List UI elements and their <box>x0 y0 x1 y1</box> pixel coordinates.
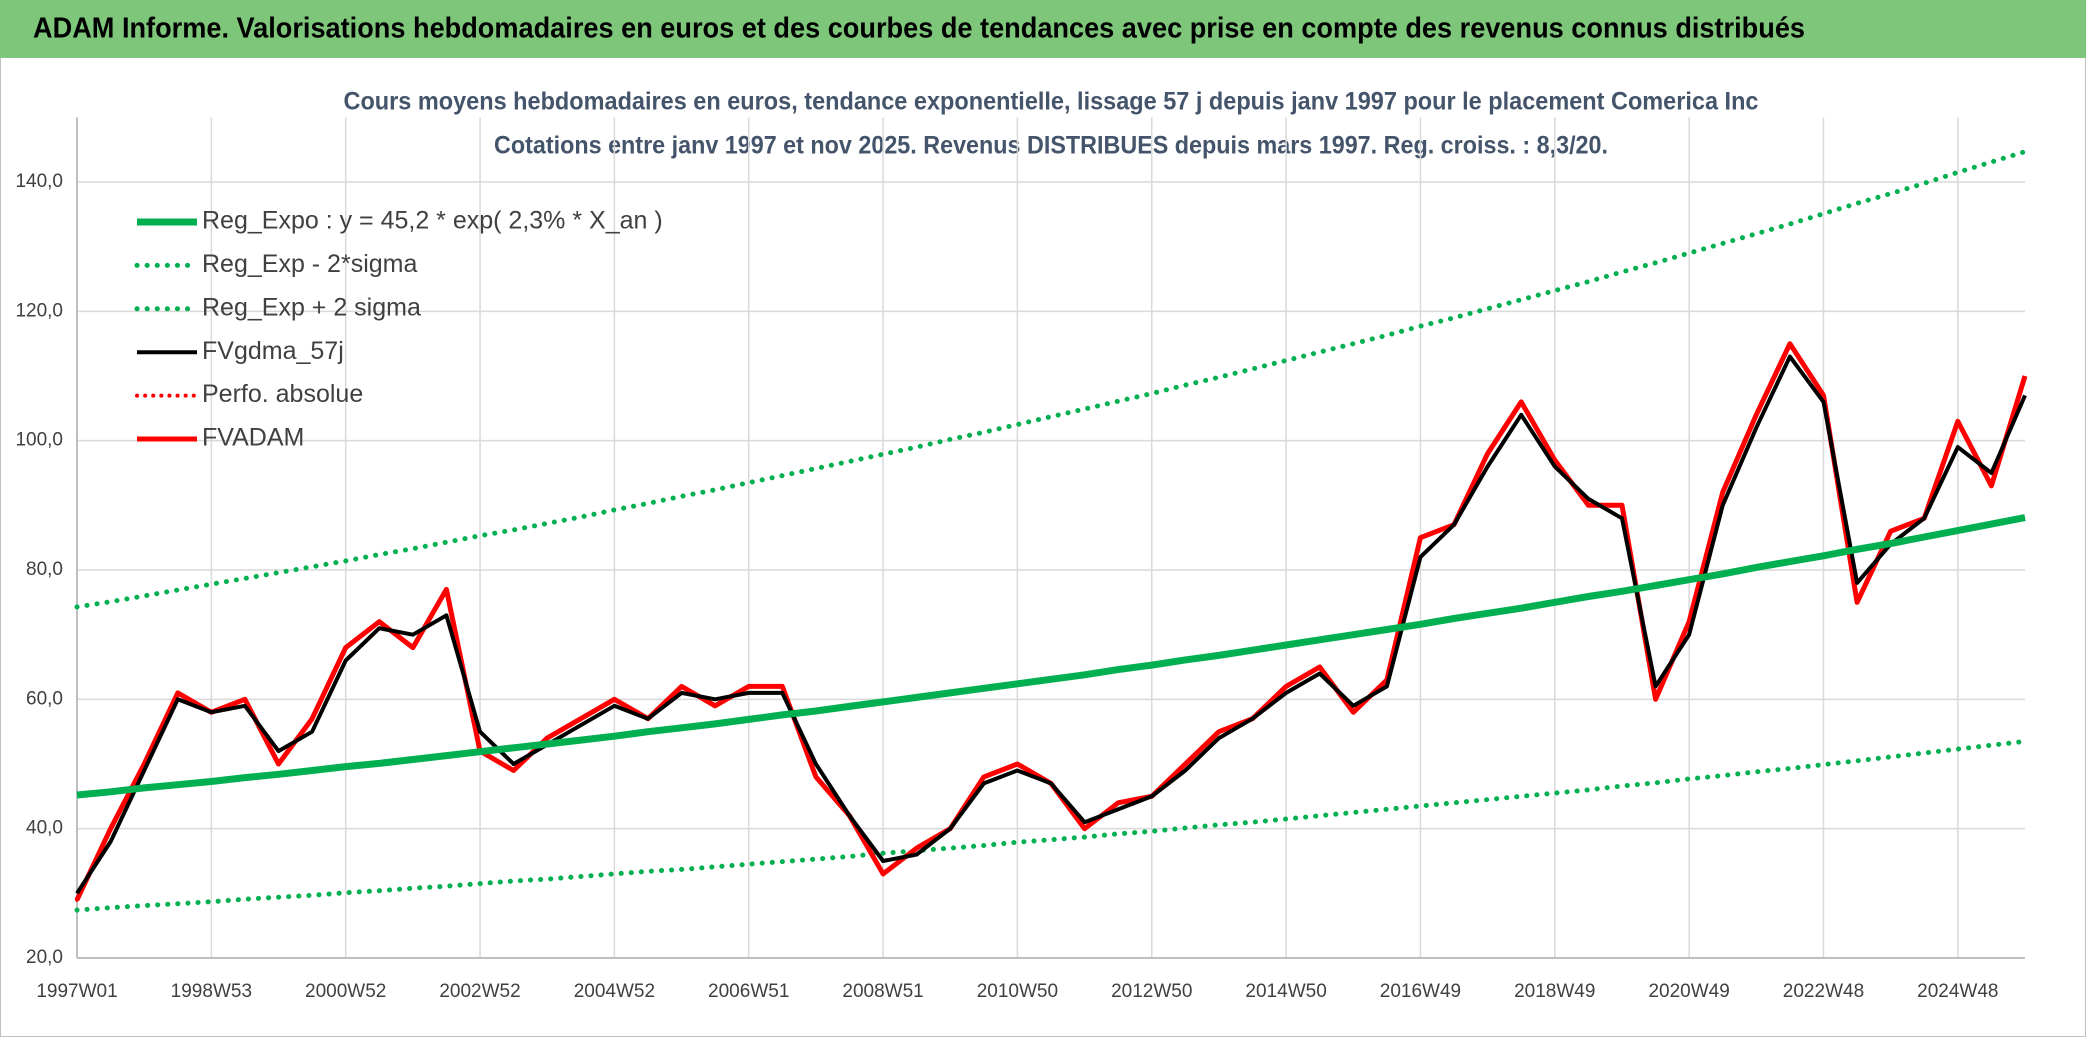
header-bar <box>0 0 2086 58</box>
x-tick-label: 2022W48 <box>1783 981 1864 1002</box>
series-line <box>74 738 2028 913</box>
legend-label: Reg_Expo : y = 45,2 * exp( 2,3% * X_an ) <box>202 207 663 235</box>
y-tick-label: 40,0 <box>26 818 63 839</box>
chart-subtitle: Cotations entre janv 1997 et nov 2025. R… <box>494 132 1608 160</box>
x-tick-label: 2010W50 <box>977 981 1058 1002</box>
y-tick-label: 60,0 <box>26 688 63 709</box>
x-tick-label: 2020W49 <box>1648 981 1729 1002</box>
x-tick-label: 2006W51 <box>708 981 789 1002</box>
y-tick-label: 140,0 <box>15 171 63 192</box>
x-tick-label: 2024W48 <box>1917 981 1998 1002</box>
x-tick-label: 2004W52 <box>574 981 655 1002</box>
header-title: ADAM Informe. Valorisations hebdomadaire… <box>33 13 1805 45</box>
x-tick-label: 2014W50 <box>1245 981 1326 1002</box>
legend-label: FVADAM <box>202 424 304 452</box>
x-tick-label: 2002W52 <box>439 981 520 1002</box>
legend-label: Perfo. absolue <box>202 380 363 408</box>
y-tick-label: 80,0 <box>26 559 63 580</box>
series-line <box>76 514 2026 799</box>
x-tick-label: 2018W49 <box>1514 981 1595 1002</box>
legend-label: FVgdma_57j <box>202 337 344 365</box>
y-tick-label: 20,0 <box>26 947 63 968</box>
x-tick-label: 2008W51 <box>842 981 923 1002</box>
x-tick-label: 2016W49 <box>1380 981 1461 1002</box>
legend-label: Reg_Exp - 2*sigma <box>202 250 417 278</box>
y-tick-label: 120,0 <box>15 300 63 321</box>
y-tick-label: 100,0 <box>15 430 63 451</box>
x-tick-label: 2000W52 <box>305 981 386 1002</box>
series-line <box>75 354 2027 895</box>
x-tick-label: 2012W50 <box>1111 981 1192 1002</box>
legend-label: Reg_Exp + 2 sigma <box>202 293 421 321</box>
chart-title: Cours moyens hebdomadaires en euros, ten… <box>344 88 1759 116</box>
x-tick-label: 1997W01 <box>36 981 117 1002</box>
x-tick-label: 1998W53 <box>171 981 252 1002</box>
